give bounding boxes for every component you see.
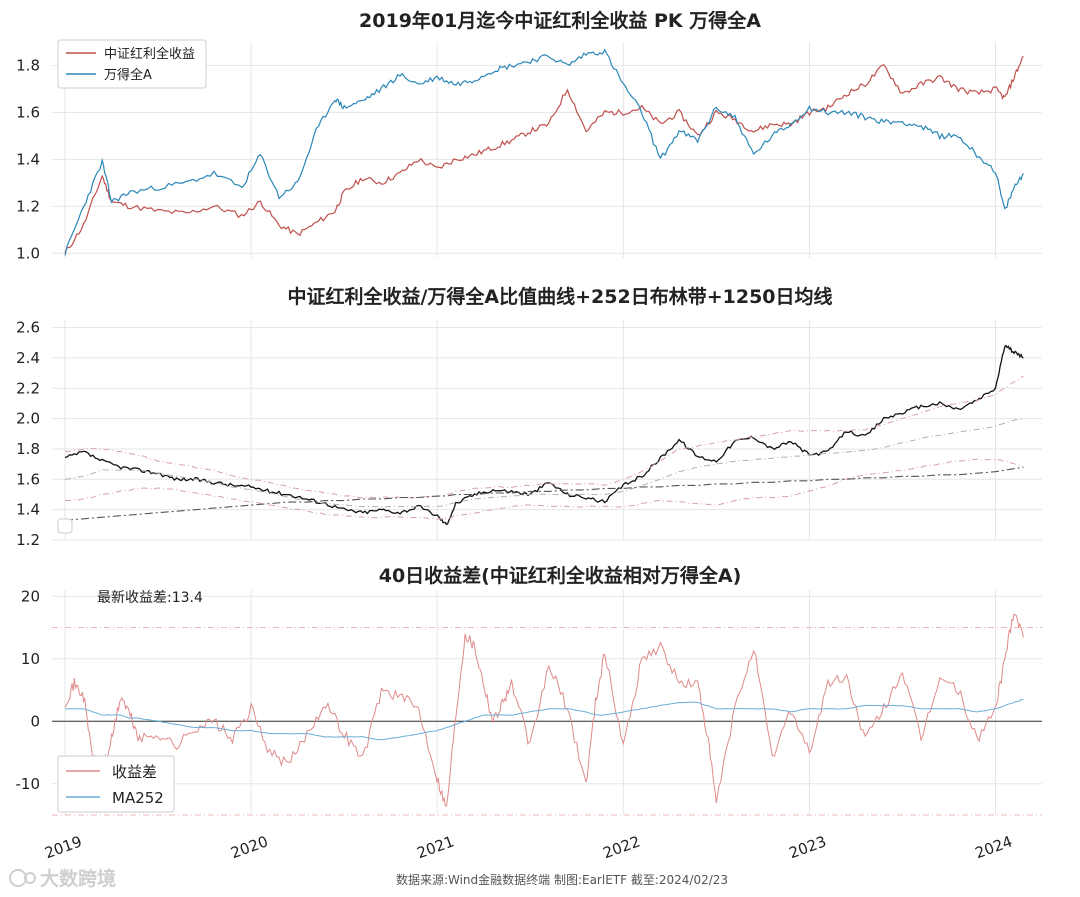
- ratio-series-3: [65, 458, 1024, 520]
- watermark-logo-icon: [9, 869, 36, 887]
- panel-return-spread: 40日收益差(中证红利全收益相对万得全A) -10 0 10 20 最新收益差:13.…: [16, 564, 1042, 862]
- ratio-series-2: [64, 418, 1024, 508]
- watermark-text: 大数跨境: [40, 867, 116, 890]
- x-axis-ticks: 2019 2020 2021 2022 2023 2024: [42, 832, 1014, 862]
- y-tick-label: 2.0: [16, 410, 40, 428]
- y-tick-label: 1.6: [16, 103, 40, 121]
- y-tick-label: 2.2: [16, 379, 40, 397]
- legend-label-spread: 收益差: [112, 763, 157, 781]
- y-tick-label: 0: [30, 712, 40, 730]
- panel2-grid: [52, 320, 1042, 541]
- latest-spread-annotation: 最新收益差:13.4: [97, 590, 203, 606]
- x-tick-label: 2022: [601, 832, 643, 862]
- panel1-y-ticks: 1.0 1.2 1.4 1.6 1.8: [16, 56, 40, 262]
- panel3-grid: [52, 590, 1042, 815]
- y-tick-label: 1.6: [16, 470, 40, 488]
- legend-label-dividend: 中证红利全收益: [104, 46, 195, 62]
- line-series-1: [64, 48, 1024, 256]
- x-tick-label: 2023: [787, 832, 829, 862]
- footer-source: 数据来源:Wind金融数据终端 制图:EarlETF 截至:2024/02/23: [396, 872, 728, 887]
- panel1-series: [64, 48, 1024, 256]
- y-tick-label: 1.2: [16, 197, 40, 215]
- panel-ratio: 中证红利全收益/万得全A比值曲线+252日布林带+1250日均线 1.21.41…: [16, 285, 1042, 549]
- panel3-series: [52, 613, 1042, 816]
- y-tick-label: 20: [21, 587, 40, 605]
- panel2-y-ticks: 1.2 1.4 1.6 1.8 2.0 2.2 2.4 2.6: [16, 319, 40, 549]
- y-tick-label: 10: [21, 650, 40, 668]
- y-tick-label: 1.0: [16, 244, 40, 262]
- panel2-empty-legend: [57, 518, 73, 534]
- x-tick-label: 2021: [414, 832, 456, 862]
- legend-label-ma252: MA252: [112, 789, 164, 807]
- y-tick-label: 1.8: [16, 440, 40, 458]
- legend-label-wind: 万得全A: [104, 67, 152, 83]
- panel2-series: [64, 344, 1024, 526]
- panel1-legend: 中证红利全收益 万得全A: [57, 39, 207, 89]
- panel1-title: 2019年01月迄今中证红利全收益 PK 万得全A: [359, 9, 761, 32]
- panel3-y-ticks: -10 0 10 20: [16, 587, 41, 793]
- panel1-grid: [52, 42, 1042, 258]
- x-tick-label: 2024: [973, 832, 1015, 862]
- y-tick-label: 1.8: [16, 56, 40, 74]
- x-tick-label: 2019: [42, 832, 84, 862]
- panel3-title: 40日收益差(中证红利全收益相对万得全A): [379, 564, 742, 587]
- y-tick-label: 2.4: [16, 349, 40, 367]
- ratio-series-1: [64, 375, 1024, 499]
- y-tick-label: 1.2: [16, 531, 40, 549]
- spread-series: [64, 613, 1024, 807]
- panel-price-comparison: 2019年01月迄今中证红利全收益 PK 万得全A 1.01.21.41.61.…: [16, 9, 1042, 262]
- y-tick-label: 2.6: [16, 319, 40, 337]
- line-series-0: [64, 55, 1024, 253]
- y-tick-label: -10: [16, 775, 41, 793]
- y-tick-label: 1.4: [16, 501, 40, 519]
- ma252-series: [64, 698, 1024, 741]
- panel2-title: 中证红利全收益/万得全A比值曲线+252日布林带+1250日均线: [287, 285, 832, 308]
- ratio-series-0: [64, 344, 1024, 526]
- y-tick-label: 1.4: [16, 150, 40, 168]
- ratio-series-4: [64, 466, 1024, 521]
- panel3-legend: 收益差 MA252: [57, 755, 175, 813]
- x-tick-label: 2020: [228, 832, 270, 862]
